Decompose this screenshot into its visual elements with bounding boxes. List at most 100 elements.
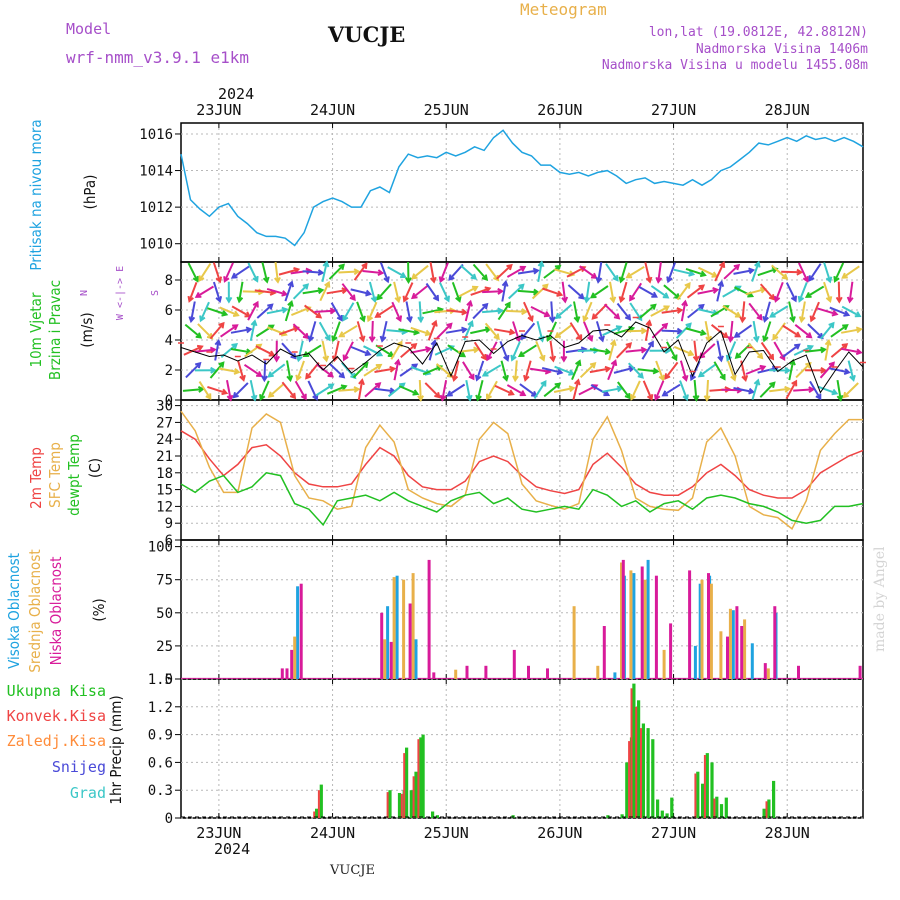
wind-arrow-head [549,355,557,363]
wind-arrow [837,281,841,302]
wind-arrow [554,365,574,375]
wind-arrow [697,308,718,315]
wind-arrow [817,385,837,395]
wind-arrow-head [833,276,840,283]
wind-arrow-head [434,392,441,399]
wind-arrow [609,281,615,302]
precip-bar [419,737,423,818]
wind-arrow [553,387,574,393]
wind-arrow-head [658,374,665,382]
wind-arrow-head [232,391,239,399]
precip-bar [412,776,415,818]
precip-bar [724,797,728,818]
wind-arrow-head [692,355,700,363]
wind-arrow [476,380,484,400]
wind-arrow-head [794,343,801,350]
wind-arrow [326,289,347,295]
wind-arrow [428,340,436,361]
precip-bar [703,755,706,818]
wind-arrow [220,324,238,338]
wind-arrow [198,381,212,399]
wind-arrow [375,344,394,357]
wind-arrow [625,348,646,353]
wind-arrow-head [697,371,705,378]
x-tick-label-top: 28JUN [765,101,810,119]
wind-arrow-head [261,375,268,383]
wind-arrow [782,343,800,358]
wind-arrow [427,321,437,341]
wind-arrow-head [448,274,455,281]
wind-arrow [661,329,682,333]
wind-arrow-head [828,361,835,368]
wind-arrow-head [700,329,707,336]
wind-arrow-head [676,327,684,335]
wind-arrow [218,367,239,374]
wind-arrow-head [267,371,274,378]
wind-arrow [800,301,806,322]
wind-arrow [472,303,488,320]
wind-arrow [536,321,544,341]
wind-arrow-head [236,296,244,304]
wind-arrow-head [652,367,660,375]
wind-arrow [524,360,532,381]
wind-arrow [583,301,593,321]
wind-arrow [374,367,395,373]
wind-arrow [517,269,539,275]
year-label-top: 2024 [218,85,255,103]
compass-legend: N W <-|-> E S [79,266,161,320]
wind-arrow [734,324,753,338]
wind-arrow-head [412,389,420,396]
wind-arrow-head [305,267,313,275]
wind-arrow [405,301,412,322]
wind-arrow [274,261,279,283]
wind-arrow [616,302,631,320]
wind-arrow-head [824,338,832,346]
wind-arrow [819,362,835,379]
wind-arrow-head [215,276,223,284]
wind-arrow-head [504,301,511,309]
wind-arrow-head [221,310,229,317]
wind-arrow-head [481,274,489,281]
wind-arrow-head [762,315,769,323]
wind-arrow [435,363,453,378]
wind-arrow-head [842,324,849,331]
wind-arrow [699,343,716,359]
wind-arrow [590,285,609,299]
wind-arrow-head [805,332,813,339]
cloud-bar [797,665,800,679]
wind-arrow [363,364,382,377]
compass-s: S [150,290,161,296]
wind-arrow-head [287,299,294,307]
x-tick-label-bottom: 25JUN [424,824,469,842]
wind-arrow [304,304,322,319]
cloud-bar [386,606,390,679]
wind-arrow-head [753,378,761,386]
wind-arrow-head [400,272,407,279]
cloud-bar [454,669,458,679]
wind-arrow-head [781,273,789,280]
precip-bar [641,723,645,818]
panel-frame [180,399,864,541]
wind-arrow [655,360,665,381]
wind-arrow [286,360,292,381]
wind-arrow-head [574,378,581,386]
wind-arrow [223,262,234,282]
wind-arrow-head [815,393,822,401]
wind-arrow [607,360,617,381]
cloud-bar [763,663,767,679]
y-tick-label: 9 [165,516,173,532]
wind-arrow [533,381,547,399]
cloud-bar [613,672,617,679]
wind-arrow [249,379,256,401]
precip-bar [317,790,320,818]
wind-arrow [374,387,395,393]
wind-arrow-head [805,361,812,369]
wind-arrow [630,380,641,400]
cloud-bar [280,668,284,679]
wind-arrow [249,321,256,341]
wind-arrow-head [302,332,310,340]
wind-arrow [183,345,203,356]
precip-bar [710,762,714,818]
wind-arrow [307,380,318,400]
wind-arrow [226,380,232,400]
